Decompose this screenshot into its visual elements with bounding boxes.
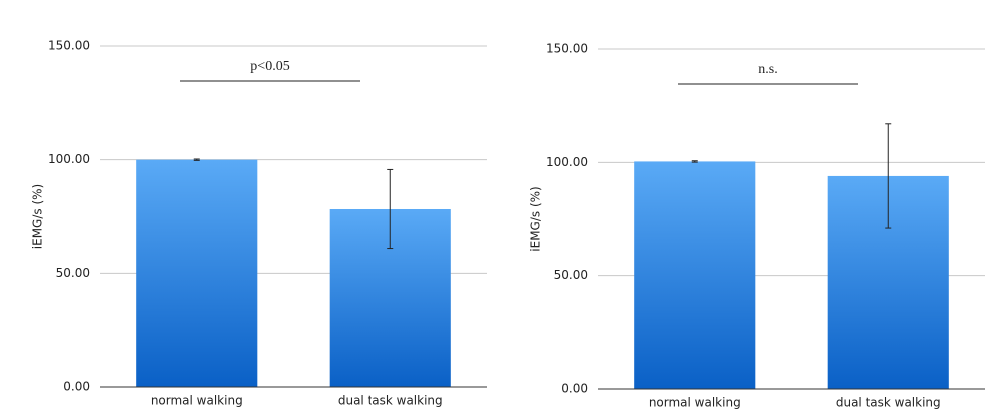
x-tick-label: normal walking [649,396,741,410]
annotation: p<0.05 [250,59,289,74]
y-axis-label: iEMG/s (%) [31,184,45,249]
x-tick-label: dual task walking [338,394,443,408]
y-tick-label: 50.00 [554,268,588,282]
y-tick-label: 150.00 [546,42,588,56]
y-tick-label: 100.00 [48,152,90,166]
y-tick-label: 0.00 [561,382,588,396]
y-tick-label: 0.00 [63,380,90,394]
y-tick-label: 100.00 [546,155,588,169]
bar [136,159,258,387]
y-tick-label: 150.00 [48,39,90,53]
y-tick-label: 50.00 [56,266,90,280]
x-tick-label: dual task walking [836,396,941,410]
y-axis-label: iEMG/s (%) [529,186,543,251]
x-tick-label: normal walking [151,394,243,408]
bar [634,161,756,389]
annotation: n.s. [758,62,777,77]
